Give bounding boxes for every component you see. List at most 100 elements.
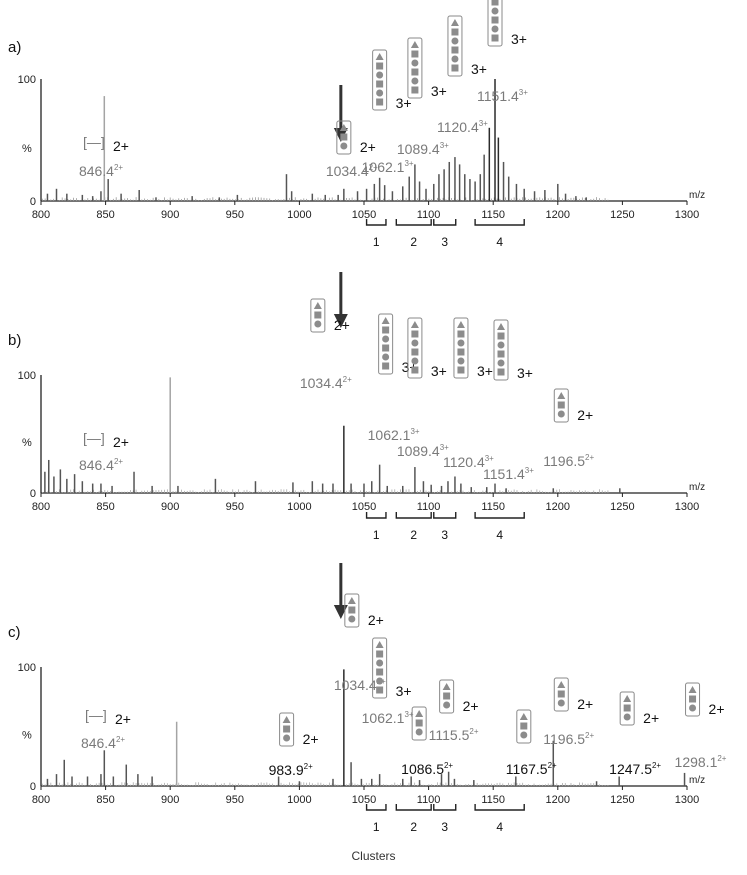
charge-state-label: 3+ bbox=[396, 683, 412, 699]
glycan-icon bbox=[415, 710, 424, 717]
glycan-icon bbox=[375, 53, 384, 60]
peak-mz-label: 983.92+ bbox=[269, 762, 313, 778]
x-tick-label: 850 bbox=[96, 209, 114, 221]
x-tick-label: 800 bbox=[32, 209, 50, 221]
glycan-icon bbox=[411, 357, 419, 365]
peak-mz-label: 1115.52+ bbox=[429, 727, 479, 743]
cluster-label: 4 bbox=[496, 820, 503, 834]
glycan-icon bbox=[520, 731, 528, 739]
charge-state-label: 2+ bbox=[113, 138, 129, 154]
glycan-icon bbox=[623, 695, 632, 702]
glycan-icon bbox=[411, 50, 419, 58]
x-tick-label: 1150 bbox=[481, 794, 505, 806]
glycan-icon bbox=[314, 311, 322, 319]
cluster-bracket bbox=[433, 512, 457, 519]
charge-state-label: 3+ bbox=[396, 95, 412, 111]
glycan-icon bbox=[557, 392, 566, 399]
x-tick-label: 1100 bbox=[417, 501, 441, 513]
x-tick-label: 1150 bbox=[481, 501, 505, 513]
cluster-label: 1 bbox=[373, 820, 380, 834]
cluster-bracket bbox=[365, 512, 387, 519]
glycan-icon bbox=[411, 339, 419, 347]
glycan-icon bbox=[447, 15, 463, 77]
charge-state-label: 2+ bbox=[115, 711, 131, 727]
glycan-icon bbox=[376, 650, 384, 658]
glycan-icon bbox=[340, 142, 348, 150]
glycan-icon bbox=[450, 19, 459, 26]
charge-state-label: 3+ bbox=[471, 61, 487, 77]
x-tick-label: 1100 bbox=[417, 209, 441, 221]
glycan-icon bbox=[487, 0, 503, 47]
x-axis-label: m/z bbox=[689, 482, 705, 493]
charge-state-label: 2+ bbox=[368, 612, 384, 628]
cluster-label: 1 bbox=[373, 235, 380, 249]
glycan-icon bbox=[407, 37, 423, 99]
glycan-icon bbox=[382, 335, 390, 343]
glycan-icon bbox=[378, 313, 394, 375]
glycan-icon bbox=[381, 317, 390, 324]
x-tick-label: 900 bbox=[161, 794, 179, 806]
glycan-icon bbox=[442, 683, 451, 690]
glycan-icon bbox=[557, 410, 565, 418]
cluster-label: 4 bbox=[496, 235, 503, 249]
peak-mz-label: 1034.42+ bbox=[300, 375, 352, 391]
panel-letter: a) bbox=[8, 39, 21, 56]
glycan-icon bbox=[348, 615, 356, 623]
glycan-icon bbox=[411, 68, 419, 76]
glycan-icon bbox=[457, 366, 465, 374]
glycan-icon bbox=[283, 734, 291, 742]
glycan-icon bbox=[497, 350, 505, 358]
peak-mz-label: 1062.13+ bbox=[368, 427, 420, 443]
x-tick-label: 1200 bbox=[546, 794, 570, 806]
glycan-icon: [—] bbox=[83, 430, 105, 446]
charge-state-label: 3+ bbox=[431, 83, 447, 99]
glycan-icon bbox=[553, 677, 569, 712]
glycan-icon bbox=[376, 677, 384, 685]
panel-letter: c) bbox=[8, 624, 21, 641]
glycan-icon bbox=[283, 725, 291, 733]
charge-state-label: 3+ bbox=[511, 31, 527, 47]
x-axis-label: m/z bbox=[689, 190, 705, 201]
glycan-icon bbox=[376, 62, 384, 70]
glycan-icon bbox=[411, 86, 419, 94]
x-tick-label: 1300 bbox=[675, 209, 699, 221]
glycan-icon bbox=[340, 133, 348, 141]
glycan-icon bbox=[279, 712, 295, 747]
x-tick-label: 850 bbox=[96, 501, 114, 513]
x-tick-label: 1050 bbox=[352, 209, 376, 221]
glycan-icon bbox=[411, 59, 419, 67]
cluster-bracket bbox=[474, 804, 525, 811]
glycan-icon bbox=[376, 98, 384, 106]
glycan-icon bbox=[688, 686, 697, 693]
glycan-icon bbox=[457, 339, 465, 347]
glycan-icon bbox=[382, 326, 390, 334]
x-tick-label: 1250 bbox=[610, 794, 634, 806]
x-tick-label: 1300 bbox=[675, 794, 699, 806]
charge-state-label: 2+ bbox=[360, 139, 376, 155]
peak-mz-label: 1151.43+ bbox=[477, 88, 528, 104]
x-tick-label: 1050 bbox=[352, 501, 376, 513]
glycan-icon bbox=[689, 695, 697, 703]
x-tick-label: 1300 bbox=[675, 501, 699, 513]
glycan-icon bbox=[382, 362, 390, 370]
glycan-icon bbox=[451, 64, 459, 72]
clusters-caption: Clusters bbox=[351, 849, 396, 863]
glycan-icon bbox=[410, 41, 419, 48]
glycan-icon bbox=[497, 323, 506, 330]
x-tick-label: 950 bbox=[226, 794, 244, 806]
x-tick-label: 900 bbox=[161, 501, 179, 513]
glycan-icon bbox=[411, 366, 419, 374]
panel-letter: b) bbox=[8, 332, 21, 349]
glycan-icon: [—] bbox=[83, 134, 105, 150]
cluster-bracket bbox=[395, 219, 432, 226]
glycan-icon bbox=[376, 659, 384, 667]
glycan-icon bbox=[497, 332, 505, 340]
cluster-label: 2 bbox=[410, 528, 417, 542]
glycan-icon bbox=[415, 728, 423, 736]
glycan-icon bbox=[439, 679, 455, 714]
x-tick-label: 1150 bbox=[481, 209, 505, 221]
glycan-icon bbox=[685, 682, 701, 717]
charge-state-label: 2+ bbox=[643, 710, 659, 726]
peak-mz-label: 1062.13+ bbox=[362, 159, 414, 175]
